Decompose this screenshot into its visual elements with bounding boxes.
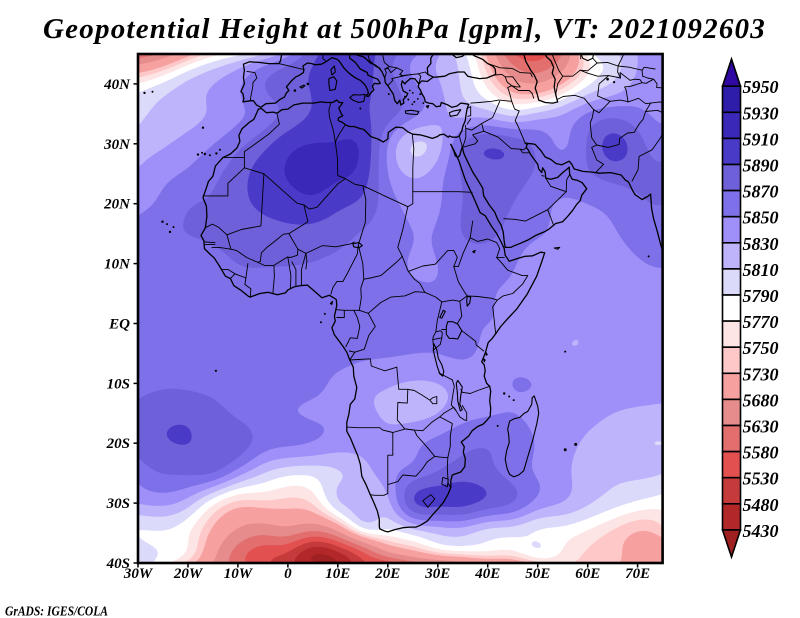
svg-text:5930: 5930 <box>743 103 779 123</box>
svg-text:30E: 30E <box>424 566 450 582</box>
svg-text:5830: 5830 <box>743 234 779 254</box>
svg-text:10W: 10W <box>224 566 254 582</box>
svg-text:70E: 70E <box>625 566 650 582</box>
svg-text:30N: 30N <box>103 137 131 153</box>
svg-text:60E: 60E <box>575 566 600 582</box>
svg-text:20E: 20E <box>374 566 400 582</box>
svg-text:5680: 5680 <box>743 390 779 410</box>
svg-text:5950: 5950 <box>743 77 779 97</box>
svg-text:5730: 5730 <box>743 364 779 384</box>
svg-text:40S: 40S <box>106 556 130 572</box>
svg-text:5810: 5810 <box>743 260 779 280</box>
svg-text:5790: 5790 <box>743 286 779 306</box>
svg-text:5430: 5430 <box>743 521 779 541</box>
svg-text:10E: 10E <box>325 566 350 582</box>
svg-text:5890: 5890 <box>743 156 779 176</box>
svg-text:30W: 30W <box>123 566 154 582</box>
svg-text:40E: 40E <box>474 566 500 582</box>
svg-text:GrADS: IGES/COLA: GrADS: IGES/COLA <box>5 605 108 618</box>
svg-text:5770: 5770 <box>743 312 779 332</box>
svg-text:20N: 20N <box>103 197 131 213</box>
svg-text:EQ: EQ <box>108 317 130 333</box>
svg-text:Geopotential Height at 500hPa: Geopotential Height at 500hPa [gpm], VT:… <box>43 13 766 45</box>
svg-text:20W: 20W <box>173 566 204 582</box>
svg-text:5910: 5910 <box>743 129 779 149</box>
svg-text:5750: 5750 <box>743 338 779 358</box>
svg-text:40N: 40N <box>103 77 131 93</box>
svg-text:5850: 5850 <box>743 208 779 228</box>
svg-text:50E: 50E <box>525 566 550 582</box>
svg-text:20S: 20S <box>106 436 130 452</box>
svg-text:5870: 5870 <box>743 182 779 202</box>
svg-text:10S: 10S <box>107 376 130 392</box>
svg-text:0: 0 <box>284 566 292 582</box>
svg-text:30S: 30S <box>106 496 130 512</box>
svg-text:5580: 5580 <box>743 443 779 463</box>
svg-text:10N: 10N <box>104 257 131 273</box>
svg-text:5630: 5630 <box>743 417 779 437</box>
svg-text:5530: 5530 <box>743 469 779 489</box>
svg-text:5480: 5480 <box>743 495 779 515</box>
